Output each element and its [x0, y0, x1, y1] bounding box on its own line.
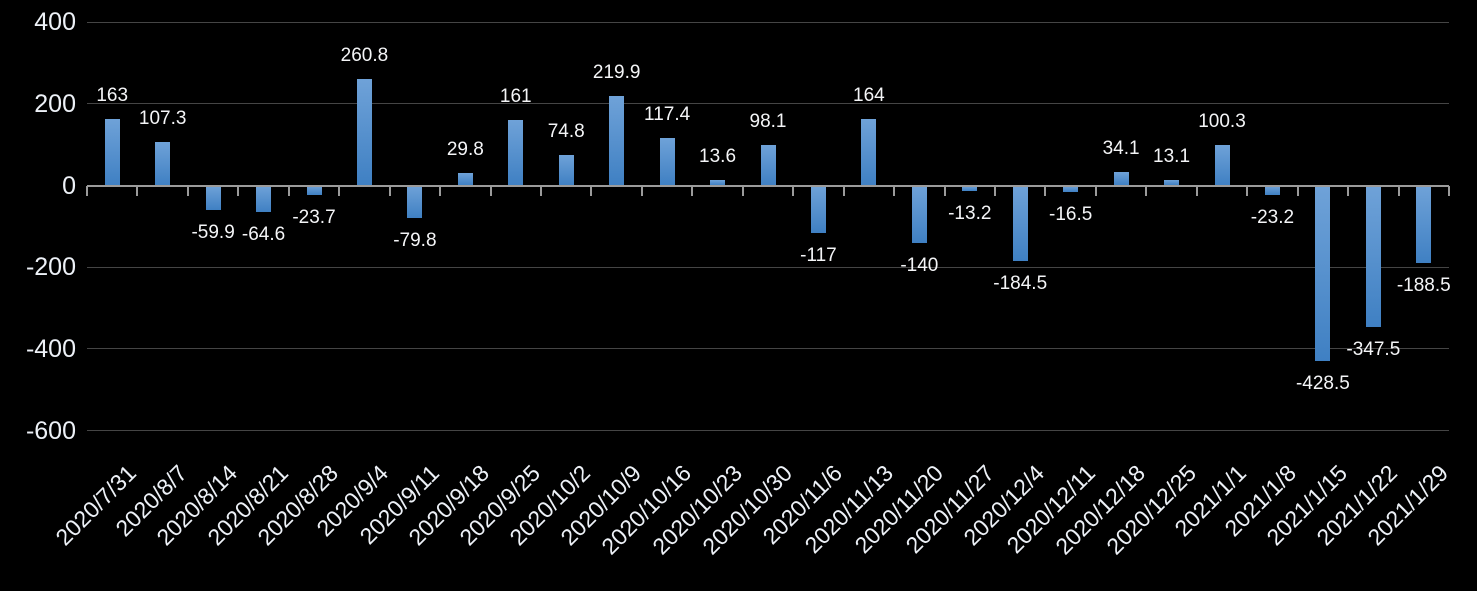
data-label: 260.8 — [340, 44, 389, 66]
bar-2020/10/23[interactable] — [710, 179, 726, 186]
data-label: 117.4 — [644, 103, 691, 125]
data-label: -184.5 — [993, 272, 1048, 294]
axis-tick — [1044, 185, 1047, 196]
data-label: -117 — [800, 245, 837, 267]
data-label: -428.5 — [1295, 372, 1350, 394]
bar-2021/1/29[interactable] — [1416, 185, 1432, 263]
axis-tick — [792, 185, 795, 196]
axis-tick — [489, 185, 492, 196]
data-label: 100.3 — [1198, 110, 1246, 132]
axis-tick — [388, 185, 391, 196]
y-axis-tick-label: 200 — [34, 89, 76, 118]
axis-tick — [1448, 185, 1450, 196]
data-label: -64.6 — [241, 223, 286, 245]
bar-2020/11/20[interactable] — [911, 185, 927, 243]
data-label: 29.8 — [446, 139, 484, 161]
bar-2020/10/2[interactable] — [558, 154, 574, 186]
axis-tick — [691, 185, 694, 196]
bar-2020/10/16[interactable] — [659, 137, 675, 186]
data-label: -140 — [900, 254, 939, 276]
data-label: 34.1 — [1102, 137, 1140, 159]
axis-tick — [893, 185, 896, 196]
x-axis-line — [87, 184, 1449, 187]
bar-2021/1/8[interactable] — [1264, 185, 1280, 195]
axis-tick — [1145, 185, 1148, 196]
bar-2021/1/22[interactable] — [1365, 185, 1381, 328]
gridline — [87, 103, 1449, 105]
axis-tick — [1347, 185, 1350, 196]
bar-2021/1/1[interactable] — [1214, 144, 1230, 186]
bar-2020/9/18[interactable] — [457, 173, 473, 186]
data-label: -23.2 — [1250, 206, 1295, 228]
axis-tick — [1296, 185, 1299, 196]
bar-2021/1/15[interactable] — [1315, 185, 1331, 361]
axis-tick — [741, 185, 744, 196]
axis-tick — [1094, 185, 1097, 196]
data-label: -79.8 — [393, 230, 437, 252]
gridline — [87, 348, 1449, 350]
y-axis-tick-label: 400 — [34, 8, 76, 37]
data-label: 164 — [853, 84, 885, 106]
bar-2020/12/4[interactable] — [1012, 185, 1028, 261]
axis-tick — [287, 185, 290, 196]
bar-2020/10/30[interactable] — [760, 145, 776, 186]
data-label: -59.9 — [191, 221, 235, 243]
axis-tick — [1397, 185, 1400, 196]
bar-2020/12/25[interactable] — [1164, 180, 1180, 186]
axis-tick — [943, 185, 946, 196]
bar-2020/8/7[interactable] — [155, 141, 171, 186]
data-label: 161 — [499, 85, 532, 107]
data-label: 13.1 — [1153, 146, 1191, 168]
y-axis-tick-label: -400 — [25, 334, 76, 363]
data-label: 163 — [96, 84, 129, 106]
axis-tick — [590, 185, 593, 196]
data-label: -188.5 — [1396, 274, 1451, 296]
axis-tick — [237, 185, 240, 196]
bar-2020/9/25[interactable] — [508, 119, 524, 186]
data-label: -23.7 — [292, 207, 336, 229]
axis-tick — [1195, 185, 1198, 196]
bar-2020/12/11[interactable] — [1063, 185, 1079, 193]
axis-tick — [994, 185, 996, 196]
data-label: 98.1 — [749, 111, 787, 133]
data-label: -13.2 — [948, 202, 992, 224]
data-label: 219.9 — [592, 61, 641, 83]
gridline — [87, 430, 1449, 432]
gridline — [87, 266, 1449, 268]
axis-tick — [540, 185, 542, 196]
data-label: 13.6 — [699, 145, 737, 167]
bar-2020/10/9[interactable] — [609, 95, 625, 186]
y-axis-tick-label: -600 — [25, 416, 76, 445]
bar-2020/11/13[interactable] — [861, 118, 877, 186]
bar-2020/8/28[interactable] — [306, 185, 322, 196]
axis-tick — [86, 185, 88, 196]
bar-2020/11/27[interactable] — [962, 185, 978, 191]
data-label: 74.8 — [547, 120, 585, 142]
axis-tick — [439, 185, 442, 196]
data-label: -347.5 — [1346, 339, 1401, 361]
bar-2020/8/14[interactable] — [205, 185, 221, 210]
data-label: 107.3 — [138, 107, 187, 129]
axis-tick — [842, 185, 845, 196]
bar-2020/9/11[interactable] — [407, 185, 423, 219]
gridline — [87, 21, 1449, 23]
bar-2020/8/21[interactable] — [256, 185, 272, 212]
axis-tick — [1246, 185, 1249, 196]
y-axis-tick-label: -200 — [25, 253, 76, 282]
bar-2020/7/31[interactable] — [104, 118, 120, 186]
y-axis-tick-label: 0 — [62, 171, 76, 200]
bar-2020/12/18[interactable] — [1113, 171, 1129, 186]
axis-tick — [640, 185, 643, 196]
bar-2020/11/6[interactable] — [810, 185, 826, 234]
axis-tick — [186, 185, 189, 196]
axis-tick — [338, 185, 341, 196]
bar-2020/9/4[interactable] — [356, 78, 372, 186]
data-label: -16.5 — [1049, 204, 1093, 226]
axis-tick — [136, 185, 139, 196]
